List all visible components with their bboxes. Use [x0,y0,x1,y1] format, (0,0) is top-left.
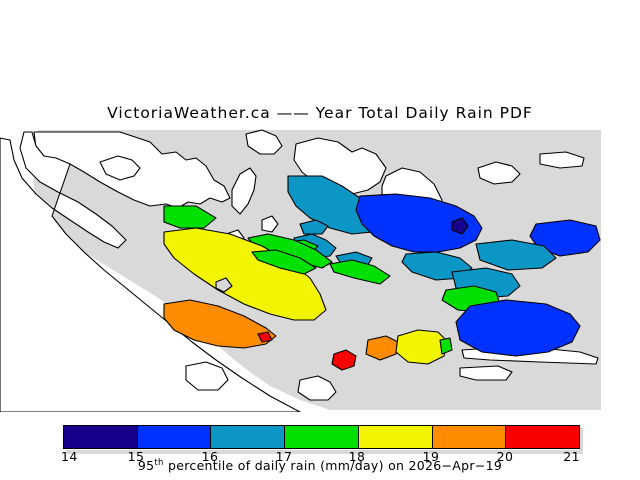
land-se-sliver-2 [459,365,513,381]
colorbar-segment-19-20[interactable] [432,426,507,448]
colorbar-segment-20-21[interactable] [506,426,580,448]
precip-region-southeast-blue [455,299,581,357]
precip-hole-islet [215,277,233,293]
precip-islet-teal-2 [299,219,329,235]
land-layer [0,129,599,412]
colorbar-tick-15: 15 [127,449,145,464]
precip-region-red-edge-fleck [257,331,273,343]
caption-rest: percentile of daily rain (mm/day) on 202… [163,458,503,473]
colorbar-tick-16: 16 [201,449,219,464]
precip-region-navy-fleck [451,217,469,235]
precip-region-small-south-island [365,335,399,361]
colorbar-segment-17-18[interactable] [285,426,359,448]
map-canvas [0,128,640,412]
colorbar-tick-21: 21 [563,449,580,464]
land-north-island-a [99,155,141,181]
precip-region-se-island-green-edge [439,337,453,355]
land-south-islet-2 [185,361,229,391]
page-title: VictoriaWeather.ca —— Year Total Daily R… [107,104,533,122]
caption-superscript: th [154,457,164,468]
land-strip-east [539,151,585,169]
colorbar-segment-18-19[interactable] [358,426,433,448]
precip-layer [163,175,601,371]
precip-region-ne-upper-teal [475,239,557,271]
colorbar-tick-17: 17 [275,449,293,464]
precip-region-south-tip-island [331,349,357,371]
colorbar-segment-16-17[interactable] [211,426,286,448]
colorbar-segment-15-16[interactable] [137,426,212,448]
land-small-islet-n3 [477,161,521,185]
colorbar-shadow-right [579,428,583,454]
caption-prefix: 95 [137,458,155,473]
land-south-islet-1 [297,375,337,401]
colorbar-tick-18: 18 [348,449,366,464]
precip-region-south-central-lowland [163,227,327,321]
colorbar-caption: 95th percentile of daily rain (mm/day) o… [0,458,640,473]
precip-region-southwest-coast [163,299,277,349]
colorbar-shadow-bottom [66,450,581,454]
precip-region-far-east-arm [529,219,601,257]
colorbar-ticks: 14 15 16 17 18 19 20 21 [0,449,640,465]
precip-islet-green-1 [329,259,391,285]
colorbar-tick-19: 19 [422,449,440,464]
land-mainland-nw-spur [0,131,301,412]
colorbar-tick-20: 20 [496,449,514,464]
precip-region-green-west-wedge [163,205,217,229]
colorbar-segment-14-15[interactable] [64,426,138,448]
precip-region-northeast-mainland-strait [355,193,483,253]
land-islet-mid-1 [261,215,279,233]
precip-region-southeast-island [395,329,449,365]
land-small-islet-n1 [245,129,283,155]
precip-islet-green-2 [251,249,317,275]
land-small-islet-n2 [231,167,257,215]
map-svg [0,128,640,412]
colorbar[interactable] [63,425,580,449]
colorbar-tick-14: 14 [61,449,78,464]
